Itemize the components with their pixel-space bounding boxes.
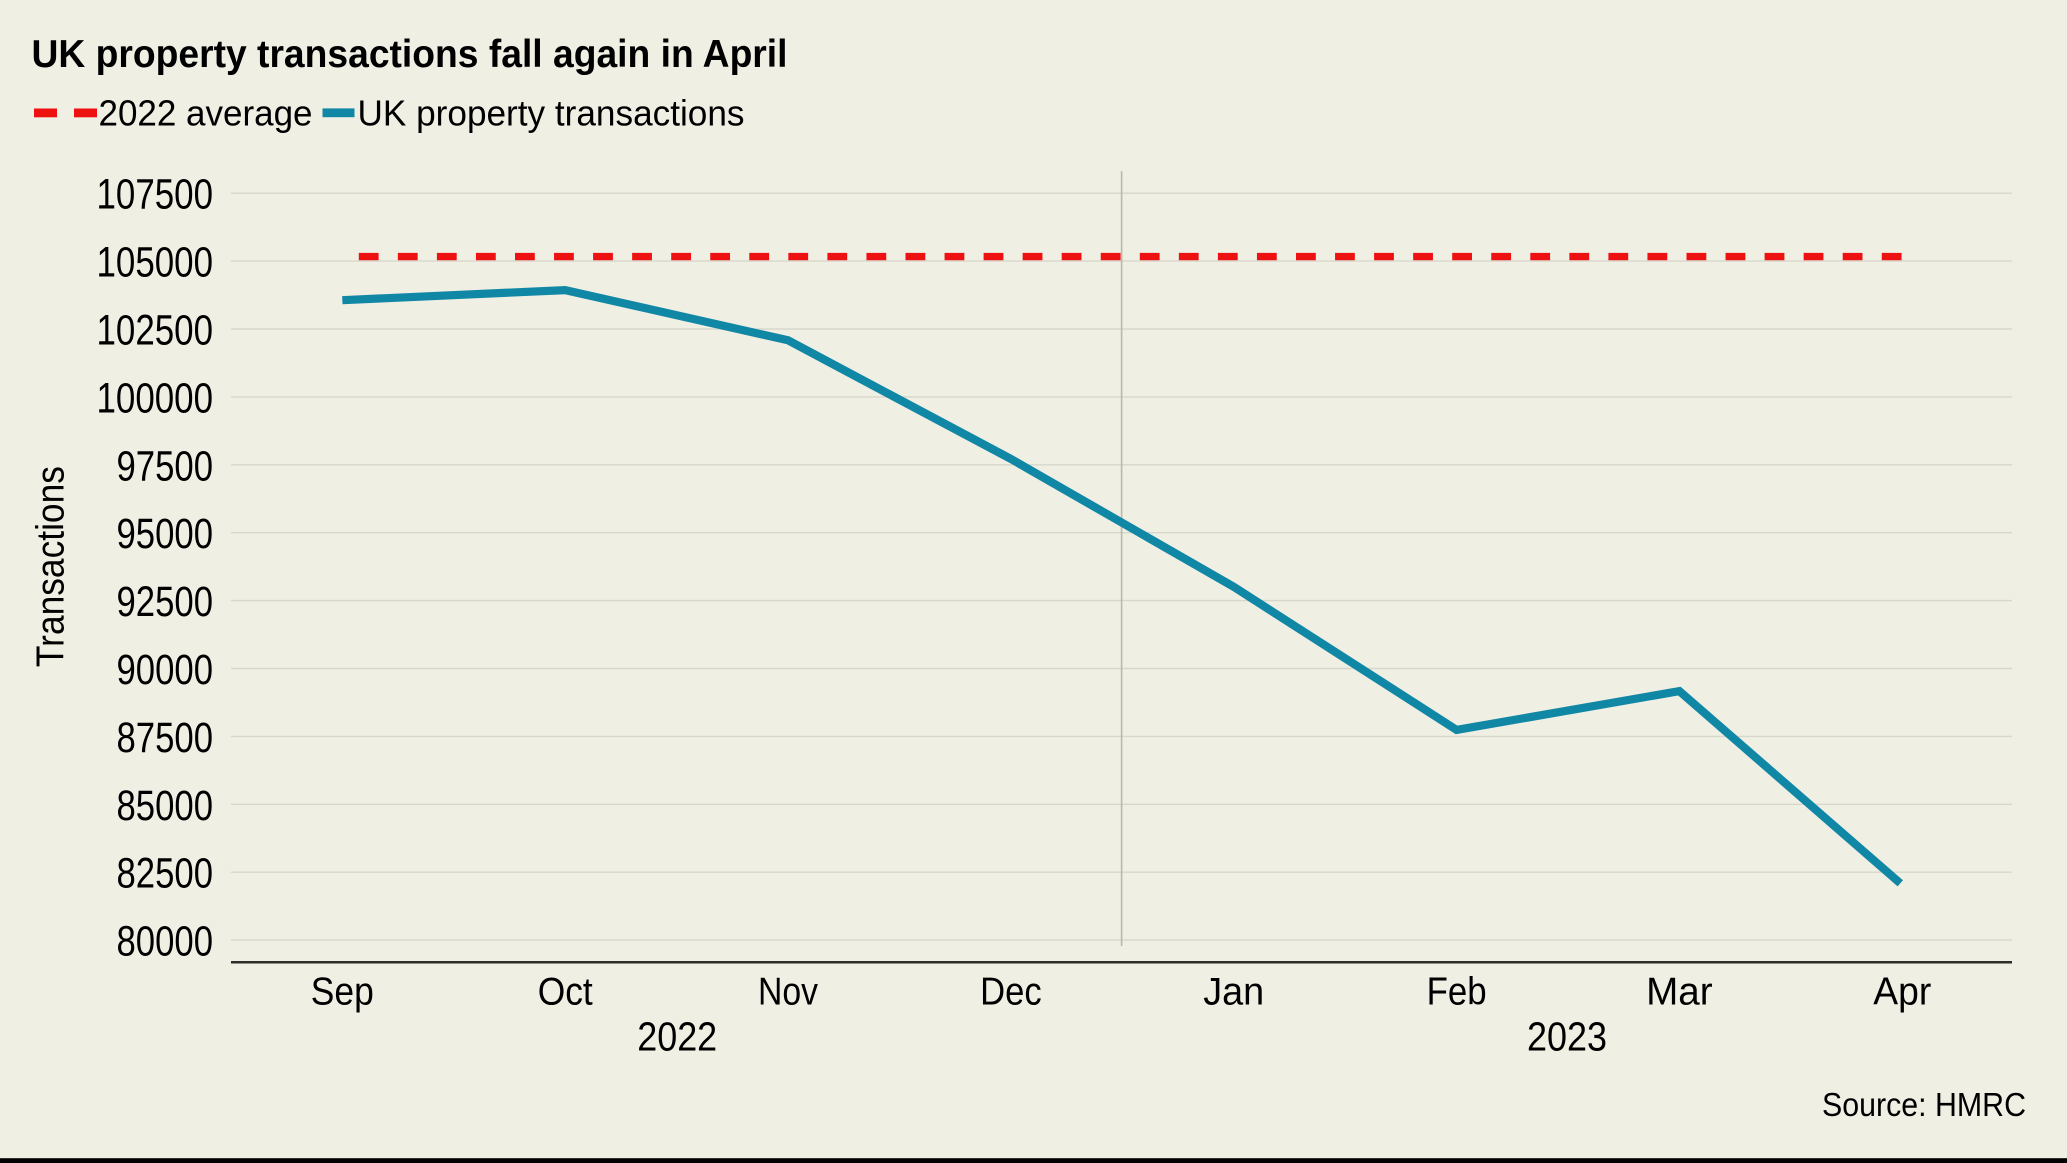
svg-text:102500: 102500 <box>97 307 214 355</box>
svg-text:2022: 2022 <box>637 1014 717 1060</box>
svg-text:90000: 90000 <box>117 646 214 694</box>
svg-text:UK property transactions fall: UK property transactions fall again in A… <box>32 33 788 76</box>
svg-text:107500: 107500 <box>97 171 214 219</box>
svg-text:Oct: Oct <box>538 971 593 1014</box>
svg-text:Dec: Dec <box>980 971 1042 1014</box>
svg-text:2022 average: 2022 average <box>99 93 313 134</box>
svg-text:87500: 87500 <box>117 714 214 762</box>
svg-text:100000: 100000 <box>97 374 214 422</box>
svg-text:Nov: Nov <box>758 971 818 1014</box>
svg-text:97500: 97500 <box>117 442 214 490</box>
svg-text:95000: 95000 <box>117 510 214 558</box>
svg-text:2023: 2023 <box>1527 1014 1607 1060</box>
svg-text:Apr: Apr <box>1873 971 1931 1014</box>
svg-text:Source: HMRC: Source: HMRC <box>1822 1086 2026 1123</box>
svg-text:105000: 105000 <box>97 239 214 287</box>
svg-text:Feb: Feb <box>1427 971 1487 1014</box>
svg-text:85000: 85000 <box>117 782 214 830</box>
svg-text:92500: 92500 <box>117 578 214 626</box>
svg-text:82500: 82500 <box>117 850 214 898</box>
svg-text:Sep: Sep <box>311 971 374 1014</box>
svg-text:UK property transactions: UK property transactions <box>358 93 745 134</box>
svg-text:Transactions: Transactions <box>30 466 73 667</box>
svg-text:Jan: Jan <box>1203 971 1264 1014</box>
svg-text:80000: 80000 <box>117 918 214 966</box>
svg-text:Mar: Mar <box>1646 971 1713 1014</box>
